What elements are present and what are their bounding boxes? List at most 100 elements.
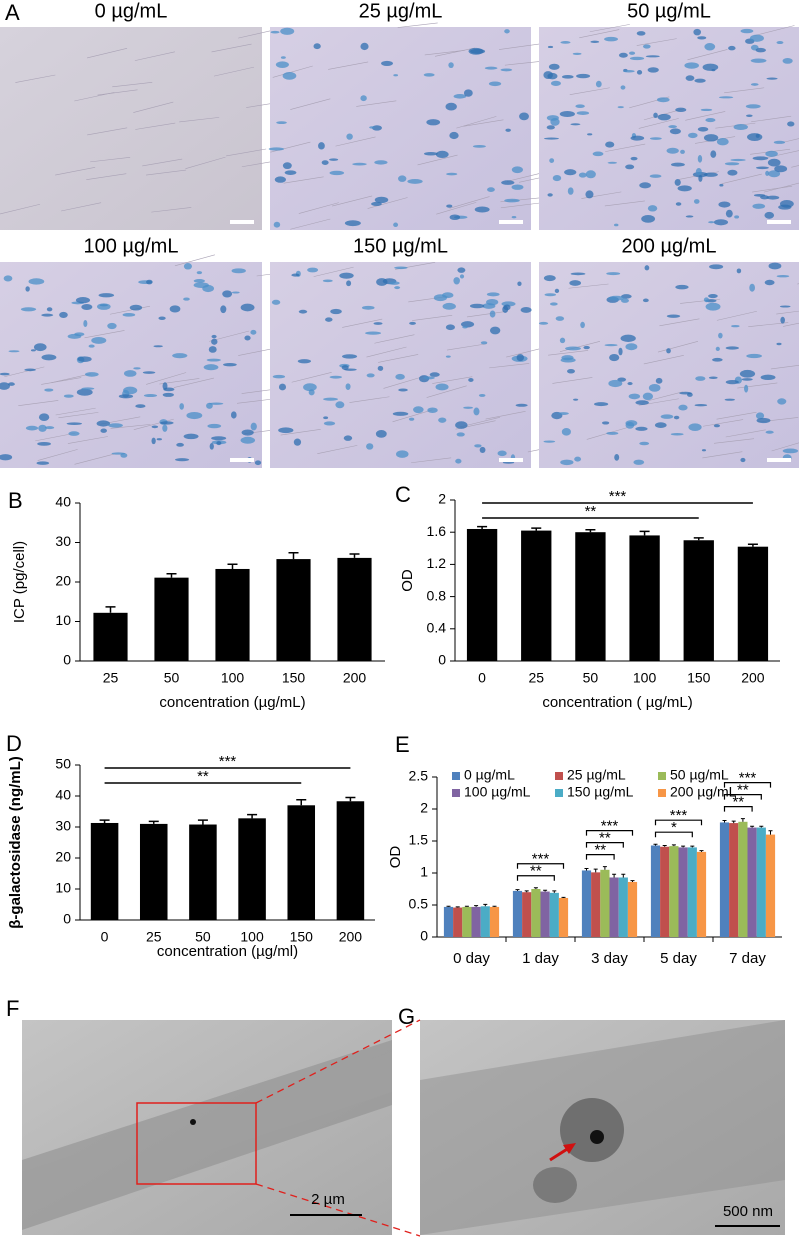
- y-axis-label: β-galactosidase (ng/mL): [7, 756, 24, 929]
- stain: [369, 126, 375, 129]
- stain: [500, 68, 513, 72]
- stain: [196, 271, 203, 275]
- stain: [505, 128, 511, 132]
- fiber: [133, 101, 174, 113]
- y-tick-label: 40: [55, 494, 71, 510]
- stain: [409, 321, 416, 325]
- stain: [713, 424, 720, 428]
- stain: [675, 284, 689, 290]
- stain: [276, 121, 287, 125]
- stain: [684, 62, 699, 69]
- stain: [68, 431, 80, 436]
- x-tick-label: 100: [633, 670, 657, 686]
- stain: [250, 422, 257, 431]
- fiber: [110, 424, 151, 429]
- error-bar: [345, 796, 356, 802]
- stain: [768, 262, 782, 270]
- stain: [429, 372, 440, 377]
- x-tick-label: 150: [687, 670, 711, 686]
- stain: [346, 133, 353, 140]
- significance-label: **: [732, 794, 744, 811]
- stain: [487, 187, 495, 193]
- stain: [635, 426, 648, 431]
- stain: [456, 432, 465, 437]
- stain: [8, 350, 20, 353]
- fiber: [349, 396, 390, 403]
- stain: [472, 144, 486, 148]
- fiber: [489, 363, 530, 369]
- error-bar: [474, 905, 479, 907]
- bar: [756, 827, 766, 937]
- error-bar: [731, 820, 736, 824]
- fiber: [504, 60, 545, 66]
- stain: [750, 58, 767, 63]
- stain: [38, 413, 50, 421]
- stain: [206, 358, 221, 362]
- fiber: [426, 385, 467, 398]
- significance-bracket: [585, 830, 634, 836]
- stain: [146, 279, 153, 285]
- stain: [647, 205, 658, 212]
- panel-label: D: [6, 731, 22, 756]
- stain: [408, 417, 415, 421]
- fiber: [432, 376, 473, 384]
- particle: [590, 1130, 604, 1144]
- significance-label: **: [197, 768, 209, 785]
- significance-label: ***: [739, 770, 757, 787]
- bar: [531, 889, 541, 937]
- stain: [725, 346, 739, 350]
- fiber: [659, 318, 700, 327]
- bar: [747, 827, 757, 937]
- error-bar: [768, 830, 773, 835]
- y-tick-label: 10: [55, 880, 71, 896]
- image-caption: 0 µg/mL: [95, 0, 168, 22]
- stain: [325, 317, 333, 322]
- legend-swatch: [555, 789, 563, 797]
- stain: [614, 223, 619, 227]
- significance-label: **: [530, 863, 542, 880]
- stain: [162, 392, 174, 397]
- stain: [639, 182, 651, 189]
- stain: [573, 398, 579, 401]
- stain: [133, 367, 141, 370]
- stain: [41, 313, 54, 317]
- panel-label: G: [398, 1004, 415, 1029]
- stain: [83, 320, 88, 327]
- bar: [650, 845, 661, 937]
- fiber: [87, 127, 128, 136]
- stain: [394, 286, 401, 290]
- stain: [463, 406, 474, 409]
- stain: [570, 123, 581, 126]
- micrograph: [539, 27, 799, 230]
- stain: [469, 303, 485, 309]
- stain: [284, 170, 297, 175]
- stain: [688, 423, 702, 431]
- x-tick-label: 1 day: [522, 950, 559, 967]
- stain: [546, 125, 555, 130]
- stain: [398, 388, 408, 392]
- stain: [81, 387, 95, 390]
- panel-label: A: [5, 0, 20, 25]
- y-tick-label: 30: [55, 533, 71, 549]
- y-tick-label: 0: [438, 652, 446, 668]
- error-bar: [653, 843, 658, 846]
- error-bar: [349, 553, 360, 558]
- fiber: [589, 24, 630, 33]
- stain: [271, 299, 281, 305]
- bar: [90, 822, 119, 920]
- legend-swatch: [555, 772, 563, 780]
- fiber: [342, 318, 383, 328]
- stain: [555, 316, 565, 321]
- stain: [520, 307, 532, 313]
- fiber: [112, 82, 153, 88]
- stain: [254, 460, 262, 466]
- fiber: [485, 411, 526, 420]
- y-axis-label: ICP (pg/cell): [11, 541, 28, 623]
- stain: [398, 175, 407, 182]
- fiber: [290, 218, 331, 230]
- stain: [641, 214, 656, 223]
- error-bar: [747, 543, 758, 547]
- stain: [0, 382, 10, 390]
- stain: [75, 297, 91, 304]
- stain: [625, 343, 638, 351]
